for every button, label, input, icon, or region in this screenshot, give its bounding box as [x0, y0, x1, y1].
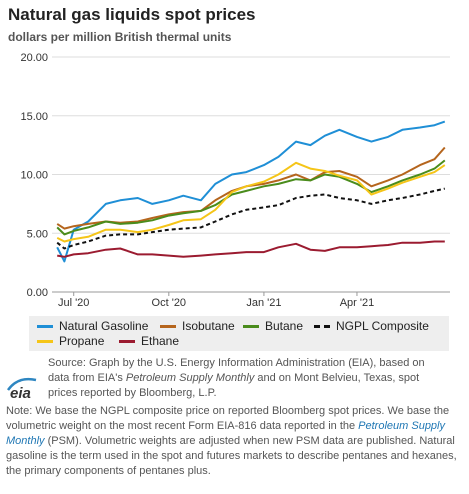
series-line-ethane — [57, 240, 445, 258]
legend-label: NGPL Composite — [336, 319, 429, 333]
y-tick-label: 20.00 — [20, 52, 48, 64]
legend-label: Ethane — [141, 334, 180, 348]
legend-item-natural-gasoline[interactable]: Natural Gasoline — [37, 319, 148, 333]
psm-link[interactable]: Petroleum Supply Monthly — [6, 420, 445, 447]
chart-title: Natural gas liquids spot prices — [8, 5, 256, 24]
series-line-propane — [56, 161, 446, 243]
legend-item-isobutane[interactable]: Isobutane — [160, 319, 235, 333]
legend-label: Natural Gasoline — [59, 319, 149, 333]
legend-swatch — [37, 339, 53, 343]
eia-logo-text: eia — [10, 385, 31, 402]
eia-logo: eia — [6, 374, 46, 407]
y-tick-label: 10.00 — [20, 170, 48, 182]
x-tick-label: Jan '21 — [246, 297, 281, 309]
legend-swatch — [314, 324, 330, 328]
chart-legend: Natural Gasoline Isobutane Butane NGPL C… — [29, 316, 449, 351]
line-chart: 0.00 5.00 10.00 15.00 20.00 Jul '20 Oct '20 Jan… — [20, 52, 450, 309]
legend-item-propane[interactable]: Propane — [37, 334, 104, 348]
y-tick-label: 5.00 — [27, 228, 48, 240]
series-line-natural-gasoline — [56, 120, 446, 263]
series-line-butane — [56, 159, 446, 236]
source-note: Source: Graph by the U.S. Energy Informa… — [48, 356, 448, 401]
legend-label: Butane — [265, 319, 304, 333]
x-tick-label: Jul '20 — [58, 297, 89, 309]
legend-swatch — [243, 324, 259, 328]
methodology-note: Note: We base the NGPL composite price o… — [6, 404, 461, 479]
note-text-1: Note: We base the NGPL composite price o… — [6, 405, 450, 432]
legend-item-butane[interactable]: Butane — [243, 319, 303, 333]
y-tick-label: 15.00 — [20, 111, 48, 123]
legend-item-ethane[interactable]: Ethane — [119, 334, 179, 348]
x-tick-label: Oct '20 — [152, 297, 187, 309]
x-tick-label: Apr '21 — [340, 297, 375, 309]
source-text-2: and on Mont Belvieu, Texas, spot prices … — [48, 372, 420, 399]
legend-item-ngpl-composite[interactable]: NGPL Composite — [314, 319, 429, 333]
y-tick-label: 0.00 — [27, 287, 48, 299]
legend-swatch — [160, 324, 176, 328]
legend-label: Propane — [59, 334, 105, 348]
legend-swatch — [37, 324, 53, 328]
note-text-2: (PSM). Volumetric weights are adjusted w… — [6, 435, 457, 477]
chart-subtitle: dollars per million British thermal unit… — [8, 30, 232, 44]
source-text-1: Source: Graph by the U.S. Energy Informa… — [48, 357, 425, 384]
legend-swatch — [119, 339, 135, 343]
source-psm: Petroleum Supply Monthly — [125, 372, 255, 384]
series-line-ngpl-composite — [56, 187, 446, 250]
legend-label: Isobutane — [182, 319, 235, 333]
